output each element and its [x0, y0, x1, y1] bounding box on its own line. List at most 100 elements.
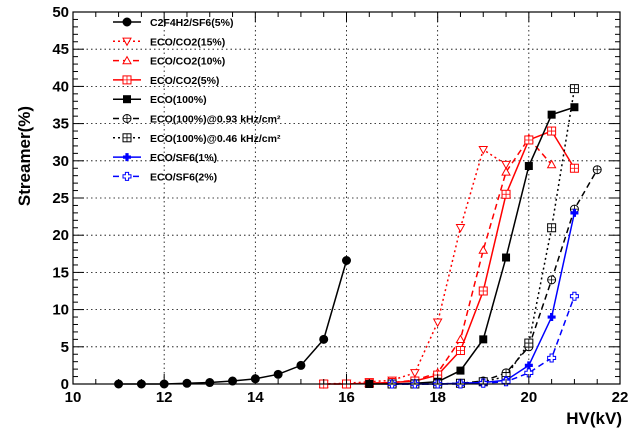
- data-point: [501, 166, 511, 176]
- data-point: [122, 114, 132, 123]
- data-point: [547, 126, 557, 136]
- marker-triangle-up: [122, 55, 132, 65]
- marker-plus: [456, 346, 465, 355]
- marker-circle: [296, 360, 306, 370]
- legend-entry: ECO(100%): [113, 94, 207, 106]
- data-point: [478, 245, 489, 254]
- legend-label: ECO/SF6(1%): [150, 152, 217, 164]
- data-point: [569, 291, 579, 301]
- legend-entry: ECO/CO2(10%): [113, 55, 225, 68]
- series-line: [392, 212, 576, 385]
- x-tick-label: 18: [429, 389, 446, 406]
- x-tick-label: 16: [338, 389, 355, 406]
- series-line: [118, 260, 348, 385]
- y-tick-label: 25: [52, 190, 69, 207]
- grid-lines: [73, 12, 620, 384]
- marker-plus: [123, 114, 131, 123]
- legend-entry: ECO/SF6(2%): [113, 171, 217, 183]
- marker-plus: [547, 275, 556, 284]
- data-point: [456, 366, 465, 375]
- marker-triangle-up: [546, 159, 557, 169]
- legend-label: ECO/CO2(10%): [150, 56, 225, 68]
- series-group: [114, 84, 602, 390]
- y-tick-label: 30: [52, 153, 69, 170]
- data-point: [546, 159, 557, 169]
- data-point: [122, 171, 132, 181]
- series-4: [319, 126, 579, 389]
- data-point: [122, 17, 132, 27]
- series-5: [365, 103, 579, 388]
- legend: C2F4H2/SF6(5%) ECO/CO2(15%) ECO/CO2(10%) EC…: [113, 17, 281, 183]
- data-point: [547, 110, 556, 119]
- legend-label: ECO(100%): [150, 94, 207, 106]
- data-point: [524, 162, 533, 171]
- marker-circle: [319, 334, 329, 344]
- data-point: [547, 275, 557, 285]
- series-line: [323, 148, 507, 385]
- series-6: [387, 165, 602, 389]
- data-point: [547, 353, 557, 363]
- marker-circle: [342, 255, 351, 265]
- data-point: [592, 165, 602, 175]
- marker-square: [456, 366, 465, 375]
- legend-label: C2F4H2/SF6(5%): [150, 17, 233, 29]
- series-line: [323, 130, 576, 385]
- marker-triangle-up: [478, 245, 489, 254]
- y-tick-label: 5: [61, 339, 69, 356]
- x-axis-label: HV(kV): [566, 409, 622, 428]
- data-point: [569, 84, 579, 94]
- legend-label: ECO(100%)@0.93 kHz/cm²: [150, 114, 281, 126]
- series-1: [114, 255, 351, 389]
- series-line: [369, 106, 575, 385]
- marker-cross: [547, 313, 556, 322]
- data-point: [524, 135, 534, 145]
- series-2: [318, 145, 511, 390]
- y-axis-label: Streamer(%): [15, 106, 34, 206]
- data-point: [122, 75, 132, 85]
- data-point: [570, 208, 579, 217]
- data-point: [455, 346, 465, 356]
- marker-plus: [123, 75, 131, 84]
- marker-triangle-up: [455, 334, 466, 344]
- data-point: [547, 313, 556, 322]
- marker-square: [524, 162, 533, 171]
- marker-triangle-down: [478, 145, 489, 155]
- data-point: [122, 37, 132, 47]
- data-point: [524, 368, 534, 378]
- y-tick-label: 10: [52, 302, 69, 319]
- y-tick-label: 0: [61, 376, 69, 393]
- marker-cross: [547, 353, 557, 363]
- data-point: [455, 224, 466, 233]
- marker-plus: [524, 135, 533, 144]
- marker-circle: [273, 369, 283, 379]
- marker-plus: [547, 127, 556, 136]
- legend-label: ECO(100%)@0.46 kHz/cm²: [150, 133, 281, 145]
- data-point: [569, 163, 579, 173]
- marker-square: [502, 253, 511, 262]
- marker-square: [570, 103, 579, 112]
- legend-label: ECO/CO2(15%): [150, 36, 225, 48]
- marker-square: [123, 95, 131, 104]
- marker-triangle-down: [455, 224, 466, 233]
- y-tick-label: 15: [52, 264, 69, 281]
- y-tick-label: 50: [52, 4, 69, 21]
- marker-plus: [479, 287, 488, 295]
- marker-plus: [570, 164, 579, 173]
- marker-square: [547, 110, 556, 119]
- legend-entry: C2F4H2/SF6(5%): [113, 17, 233, 29]
- data-point: [478, 145, 489, 155]
- legend-entry: ECO/SF6(1%): [113, 152, 217, 164]
- data-point: [319, 334, 329, 344]
- data-point: [122, 55, 132, 65]
- legend-label: ECO/CO2(5%): [150, 75, 219, 87]
- legend-entry: ECO(100%)@0.93 kHz/cm²: [113, 114, 281, 126]
- marker-triangle-down: [501, 160, 511, 170]
- marker-plus: [123, 133, 131, 142]
- data-point: [455, 334, 466, 344]
- data-point: [410, 369, 420, 378]
- legend-entry: ECO/CO2(5%): [113, 75, 219, 87]
- data-point: [273, 369, 283, 379]
- data-point: [501, 189, 511, 199]
- marker-plus: [547, 223, 556, 232]
